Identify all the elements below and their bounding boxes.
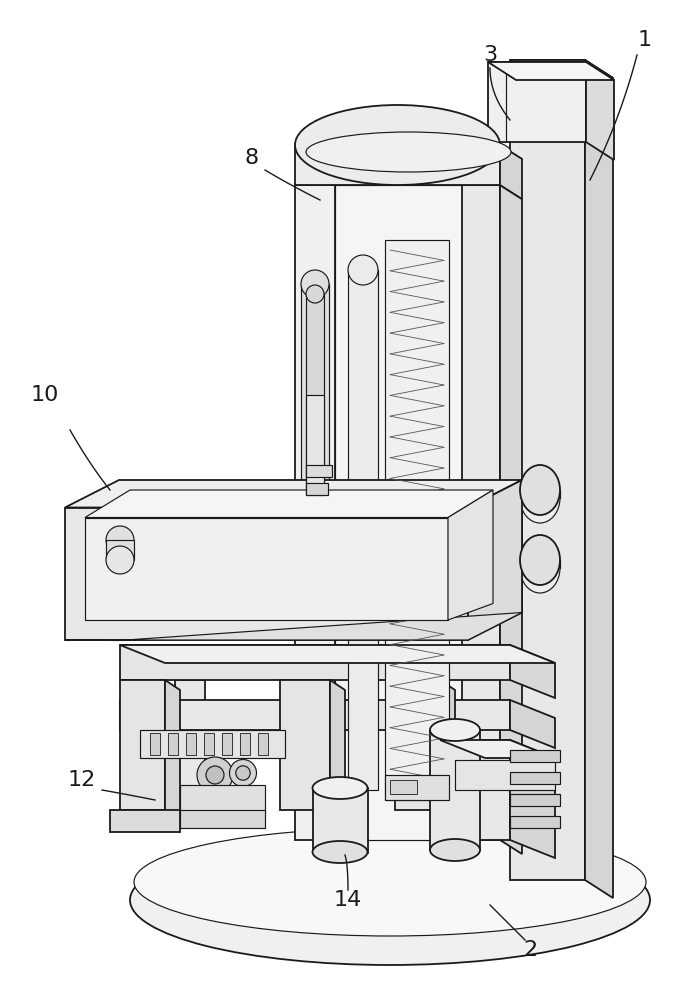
Ellipse shape	[520, 465, 560, 515]
Bar	[295, 185, 335, 840]
Text: 12: 12	[68, 770, 96, 790]
Bar	[306, 395, 324, 495]
Ellipse shape	[313, 841, 368, 863]
Bar	[510, 750, 560, 762]
Polygon shape	[85, 490, 493, 518]
Bar	[385, 775, 449, 800]
Bar	[106, 540, 134, 560]
Bar	[240, 733, 250, 755]
Bar	[348, 270, 378, 790]
Bar	[455, 760, 555, 790]
Ellipse shape	[106, 546, 134, 574]
Polygon shape	[65, 612, 522, 641]
Ellipse shape	[295, 105, 500, 185]
Polygon shape	[120, 700, 510, 730]
Text: 1: 1	[638, 30, 652, 50]
Bar	[306, 294, 324, 495]
Bar	[510, 772, 560, 784]
Polygon shape	[295, 145, 522, 159]
Ellipse shape	[306, 285, 324, 303]
Ellipse shape	[301, 270, 329, 298]
Bar	[313, 788, 368, 853]
Bar	[180, 810, 265, 828]
Ellipse shape	[520, 543, 560, 593]
Polygon shape	[65, 480, 522, 508]
Polygon shape	[120, 645, 555, 663]
Polygon shape	[65, 508, 468, 640]
Polygon shape	[448, 490, 493, 620]
Ellipse shape	[230, 760, 257, 786]
Bar	[462, 185, 500, 840]
Ellipse shape	[430, 719, 480, 741]
Text: 14: 14	[334, 890, 362, 910]
Ellipse shape	[520, 535, 560, 585]
Polygon shape	[510, 60, 585, 880]
Ellipse shape	[106, 526, 134, 554]
Bar	[488, 62, 586, 142]
Bar	[301, 284, 329, 495]
Bar	[510, 794, 560, 806]
Bar	[335, 185, 462, 840]
Bar	[440, 740, 510, 840]
Bar	[120, 680, 165, 810]
Ellipse shape	[130, 835, 650, 965]
Bar	[430, 730, 480, 850]
Bar	[110, 810, 180, 832]
Text: 10: 10	[31, 385, 59, 405]
Bar	[258, 733, 268, 755]
Bar	[222, 733, 232, 755]
Polygon shape	[510, 60, 613, 78]
Bar	[204, 733, 214, 755]
Ellipse shape	[430, 839, 480, 861]
Polygon shape	[510, 740, 555, 858]
Bar	[385, 240, 449, 800]
Bar	[180, 785, 265, 813]
Ellipse shape	[520, 473, 560, 523]
Ellipse shape	[306, 132, 511, 172]
Polygon shape	[85, 518, 448, 620]
Polygon shape	[330, 680, 345, 820]
Bar	[280, 680, 330, 810]
Bar	[390, 780, 417, 794]
Ellipse shape	[236, 766, 250, 780]
Polygon shape	[500, 145, 522, 199]
Text: 3: 3	[483, 45, 497, 65]
Ellipse shape	[206, 766, 224, 784]
Bar	[306, 483, 328, 495]
Bar	[168, 733, 178, 755]
Bar	[510, 816, 560, 828]
Polygon shape	[585, 60, 613, 898]
Ellipse shape	[313, 777, 368, 799]
Bar	[295, 145, 500, 185]
Polygon shape	[468, 480, 522, 640]
Polygon shape	[120, 645, 510, 680]
Bar	[186, 733, 196, 755]
Polygon shape	[510, 645, 555, 698]
Bar	[150, 733, 160, 755]
Ellipse shape	[348, 255, 378, 285]
Bar	[175, 680, 205, 800]
Polygon shape	[510, 700, 555, 748]
Polygon shape	[500, 185, 522, 854]
Polygon shape	[165, 680, 180, 820]
Ellipse shape	[134, 828, 646, 936]
Text: 8: 8	[245, 148, 259, 168]
Text: 2: 2	[523, 940, 537, 960]
Ellipse shape	[197, 757, 233, 793]
Polygon shape	[440, 740, 555, 758]
Bar	[395, 680, 440, 810]
Bar	[140, 730, 285, 758]
Polygon shape	[440, 680, 455, 820]
Polygon shape	[586, 62, 614, 160]
Polygon shape	[488, 62, 614, 80]
Bar	[306, 465, 332, 477]
